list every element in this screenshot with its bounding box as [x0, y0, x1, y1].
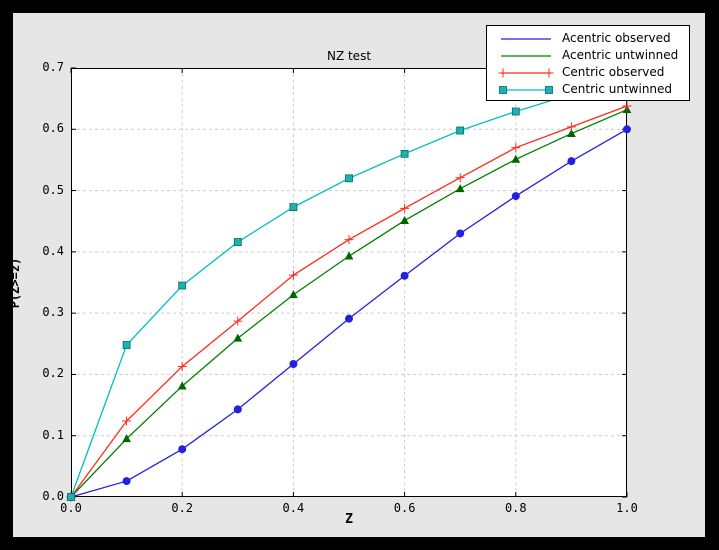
- legend-item: Centric observed: [489, 64, 687, 81]
- legend-label: Acentric untwinned: [562, 48, 679, 62]
- plot-area: [66, 67, 632, 502]
- series-acentric-observed: [67, 125, 631, 501]
- legend-sample-line: [499, 85, 553, 94]
- plus-marker: [400, 203, 410, 213]
- x-tick-label: 1.0: [616, 501, 638, 515]
- y-tick-label: 0.3: [42, 305, 64, 320]
- series-line: [70, 105, 628, 498]
- triangle-marker: [567, 128, 576, 137]
- legend-item: Acentric observed: [489, 30, 687, 47]
- y-tick-label: 0.7: [42, 60, 64, 74]
- circle-marker: [178, 445, 187, 454]
- legend-item: Centric untwinned: [489, 81, 687, 98]
- triangle-marker: [177, 381, 187, 390]
- legend-label: Centric untwinned: [562, 82, 673, 96]
- x-tick-label: 0.2: [171, 501, 194, 515]
- square-marker: [400, 149, 409, 158]
- legend-sample-line: [501, 37, 551, 40]
- circle-marker: [400, 271, 409, 280]
- square-marker: [233, 238, 242, 246]
- circle-marker: [456, 229, 465, 238]
- series-acentric-untwinned: [66, 105, 632, 501]
- y-tick-label: 0.6: [42, 121, 64, 136]
- legend: Acentric observed Acentric untwinned Centr…: [486, 25, 690, 101]
- y-tick-label: 0.5: [42, 182, 64, 197]
- square-marker: [545, 85, 553, 94]
- circle-marker: [289, 360, 298, 369]
- plus-marker: [288, 270, 298, 280]
- triangle-marker: [344, 251, 354, 260]
- plus-marker: [544, 68, 554, 77]
- y-tick-label: 0.4: [42, 243, 64, 258]
- square-marker: [456, 126, 465, 135]
- triangle-marker: [122, 434, 131, 443]
- plus-marker: [122, 416, 132, 426]
- square-marker: [345, 174, 353, 183]
- series-line: [70, 77, 628, 498]
- circle-marker: [122, 477, 131, 486]
- plus-marker: [455, 173, 465, 183]
- square-marker: [499, 85, 507, 94]
- x-tick-label: 0.6: [393, 501, 416, 515]
- square-marker: [289, 203, 298, 212]
- legend-sample-line: [501, 54, 551, 57]
- series-line: [70, 109, 628, 498]
- x-tick-label: 0.0: [60, 501, 82, 515]
- x-tick-label: 0.8: [504, 501, 527, 515]
- triangle-marker: [289, 290, 298, 299]
- circle-marker: [511, 192, 520, 201]
- plus-marker: [622, 101, 632, 111]
- figure-canvas: NZ test Z P(Z>=z) 0.0 0.2 0.4 0.6 0.8 1.0 0.0…: [8, 13, 705, 537]
- axes-frame: [71, 68, 627, 497]
- y-tick-label: 0.0: [42, 489, 64, 503]
- y-tick-label: 0.1: [42, 427, 64, 442]
- triangle-marker: [455, 184, 465, 193]
- x-axis-label: Z: [345, 512, 353, 527]
- y-tick-label: 0.2: [42, 366, 64, 381]
- y-axis-label: P(Z>=z): [8, 257, 22, 309]
- triangle-marker: [233, 333, 243, 342]
- legend-label: Centric observed: [562, 65, 665, 79]
- square-marker: [67, 493, 75, 501]
- circle-marker: [345, 314, 353, 323]
- chart-svg: [66, 67, 632, 502]
- square-marker: [178, 281, 187, 290]
- series-centric-observed: [66, 101, 632, 502]
- series-centric-untwinned: [67, 74, 631, 501]
- circle-marker: [233, 405, 242, 414]
- chart-title: NZ test: [326, 49, 372, 63]
- plus-marker: [177, 361, 187, 371]
- legend-item: Acentric untwinned: [489, 47, 687, 64]
- circle-marker: [623, 125, 631, 134]
- triangle-marker: [400, 216, 409, 225]
- legend-label: Acentric observed: [562, 31, 671, 45]
- circle-marker: [567, 157, 576, 166]
- plus-marker: [498, 68, 508, 77]
- x-tick-label: 0.4: [282, 501, 305, 515]
- legend-sample-line: [498, 68, 554, 77]
- plus-marker: [566, 122, 576, 132]
- square-marker: [511, 107, 520, 116]
- plus-marker: [344, 235, 354, 245]
- square-marker: [122, 341, 131, 349]
- plus-marker: [511, 143, 521, 153]
- plus-marker: [233, 316, 243, 326]
- triangle-marker: [511, 154, 521, 163]
